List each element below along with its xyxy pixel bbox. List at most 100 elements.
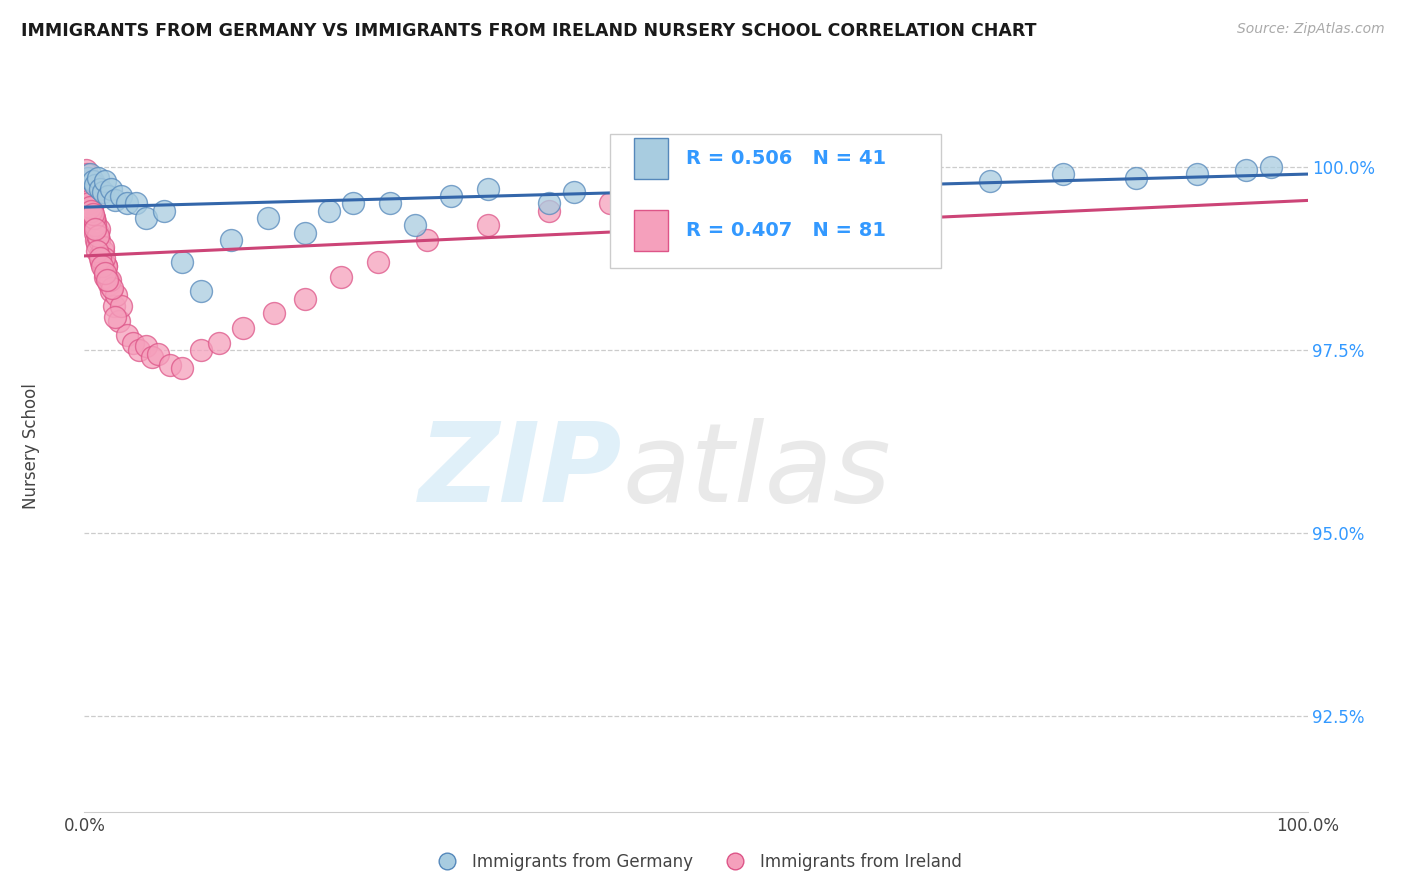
Point — [190, 285, 212, 299]
Point — [318, 203, 340, 218]
Point — [82, 207, 104, 221]
Point — [96, 259, 118, 273]
Bar — [634, 210, 668, 251]
Point — [758, 178, 780, 192]
Point — [93, 262, 115, 277]
Point — [190, 343, 212, 357]
Point — [758, 181, 780, 195]
Point — [77, 189, 100, 203]
Point — [831, 174, 853, 188]
Point — [83, 211, 105, 225]
Point — [100, 181, 122, 195]
Point — [342, 196, 364, 211]
Point — [672, 189, 695, 203]
Point — [440, 189, 463, 203]
Point — [477, 181, 499, 195]
Point — [905, 174, 928, 188]
Point — [80, 189, 103, 203]
Text: atlas: atlas — [623, 417, 891, 524]
Point — [1187, 167, 1209, 181]
Point — [380, 196, 402, 211]
Text: R = 0.407   N = 81: R = 0.407 N = 81 — [686, 220, 886, 240]
Point — [83, 219, 105, 233]
Point — [219, 233, 242, 247]
Point — [77, 186, 100, 200]
Point — [367, 255, 389, 269]
Point — [91, 259, 114, 273]
Point — [98, 273, 121, 287]
Point — [294, 292, 316, 306]
Point — [91, 186, 114, 200]
Point — [404, 219, 426, 233]
Point — [1260, 160, 1282, 174]
FancyBboxPatch shape — [610, 135, 941, 268]
Point — [208, 335, 231, 350]
Point — [141, 350, 163, 364]
Point — [416, 233, 439, 247]
Point — [294, 226, 316, 240]
Point — [562, 186, 585, 200]
Legend: Immigrants from Germany, Immigrants from Ireland: Immigrants from Germany, Immigrants from… — [423, 847, 969, 878]
Point — [115, 328, 138, 343]
Text: Source: ZipAtlas.com: Source: ZipAtlas.com — [1237, 22, 1385, 37]
Point — [79, 193, 101, 207]
Point — [79, 196, 101, 211]
Point — [89, 181, 111, 195]
Point — [97, 189, 120, 203]
Text: Nursery School: Nursery School — [22, 383, 39, 509]
Point — [263, 306, 285, 320]
Point — [83, 222, 105, 236]
Point — [661, 181, 683, 195]
Point — [685, 181, 707, 195]
Point — [93, 266, 115, 280]
Point — [172, 361, 194, 376]
Point — [538, 196, 561, 211]
Point — [87, 170, 110, 185]
Point — [82, 174, 104, 188]
Point — [153, 203, 176, 218]
Point — [115, 196, 138, 211]
Text: R = 0.506   N = 41: R = 0.506 N = 41 — [686, 149, 886, 168]
Point — [979, 174, 1001, 188]
Point — [80, 200, 103, 214]
Text: ZIP: ZIP — [419, 417, 623, 524]
Point — [135, 339, 157, 353]
Point — [232, 321, 254, 335]
Point — [110, 189, 132, 203]
Point — [110, 299, 132, 313]
Point — [82, 196, 104, 211]
Point — [172, 255, 194, 269]
Point — [87, 226, 110, 240]
Point — [80, 203, 103, 218]
Point — [93, 252, 115, 266]
Point — [257, 211, 280, 225]
Point — [159, 358, 181, 372]
Point — [89, 247, 111, 261]
Point — [77, 170, 100, 185]
Point — [91, 240, 114, 254]
Point — [80, 203, 103, 218]
Point — [146, 346, 169, 360]
Point — [97, 273, 120, 287]
Point — [75, 174, 97, 188]
Point — [128, 343, 150, 357]
Point — [330, 269, 353, 284]
Point — [77, 196, 100, 211]
Point — [83, 211, 105, 225]
Point — [105, 288, 128, 302]
Text: IMMIGRANTS FROM GERMANY VS IMMIGRANTS FROM IRELAND NURSERY SCHOOL CORRELATION CH: IMMIGRANTS FROM GERMANY VS IMMIGRANTS FR… — [21, 22, 1036, 40]
Point — [1234, 163, 1257, 178]
Point — [107, 313, 129, 327]
Point — [75, 163, 97, 178]
Point — [86, 244, 108, 258]
Point — [101, 280, 124, 294]
Point — [97, 277, 120, 291]
Point — [86, 236, 108, 251]
Point — [90, 255, 112, 269]
Bar — [634, 138, 668, 178]
Point — [77, 178, 100, 192]
Point — [87, 229, 110, 244]
Point — [94, 269, 117, 284]
Point — [1052, 167, 1074, 181]
Point — [84, 233, 107, 247]
